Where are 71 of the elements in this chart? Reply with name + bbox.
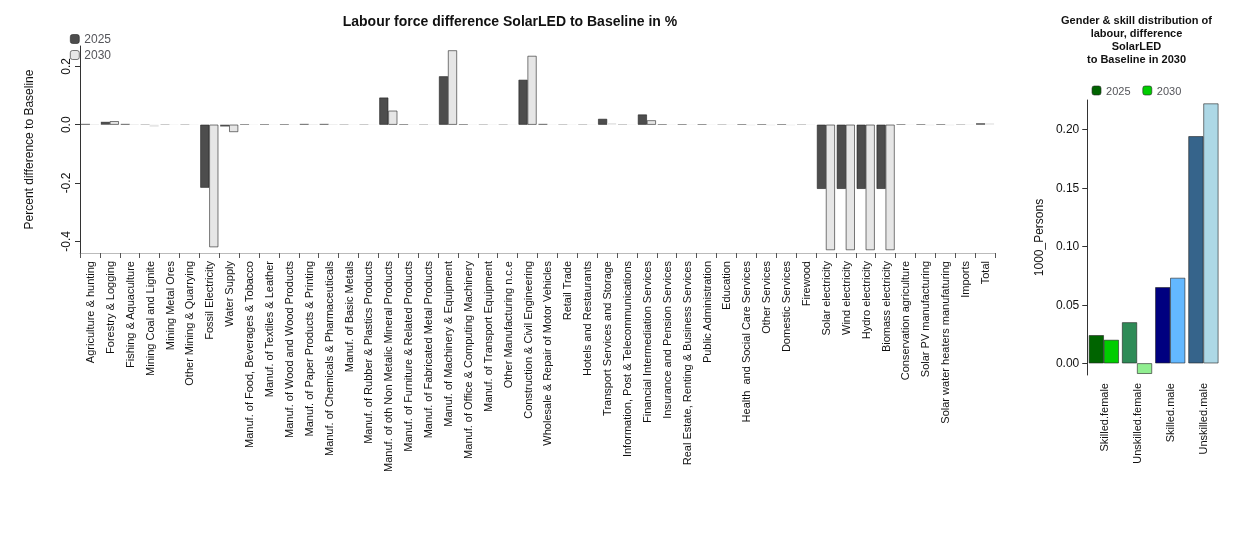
x-tick-label: Manuf. of Paper Products & Printing [302,261,315,437]
x-tick-label: Fossil Electricity [203,260,216,340]
x-tick-label: Manuf. of oth Non Metalic Mineral Products [382,260,395,472]
x-tick-label: Unskilled.male [1197,383,1210,455]
x-tick-label: Firewood [800,261,813,307]
x-tick-label: Insurance and Pension Services [660,260,673,419]
y-tick-label: 0.0 [59,116,73,134]
bar [109,121,119,125]
chart-title: Labour force difference SolarLED to Baseline in % [342,13,678,29]
x-tick-label: Manuf. of Rubber & Plastics Products [362,260,375,444]
x-tick-label: Manuf. of Chemicals & Pharmaceuticals [322,260,335,457]
x-tick-label: Solar electricity [819,260,832,336]
x-tick-label: Other Services [760,260,773,334]
x-tick-label: Public Administration [700,261,713,364]
x-tick-label: Unskilled.female [1131,383,1144,464]
y-tick-label: 0.20 [1055,122,1080,137]
legend-label: 2030 [84,48,112,62]
x-tick-label: Manuf. of Food, Beverages & Tobacco [243,261,256,448]
x-tick-label: Other Mining & Quarrying [183,261,196,386]
y-tick-label: 0.00 [1055,356,1080,371]
x-tick-label: Transport Services and Storage [601,261,614,416]
x-tick-label: Information, Post & Telecommunications [621,260,634,458]
bar [229,124,239,133]
x-tick-label: Wind electricity [839,260,852,335]
x-tick-label: Total [979,261,992,285]
y-tick-label: 0.05 [1055,297,1080,312]
x-tick-label: Water Supply [223,260,236,327]
x-tick-label: Manuf. of Wood and Wood Products [282,260,295,438]
x-tick-label: Conservation agriculture [899,261,912,381]
x-tick-label: Construction & Civil Engineering [521,261,534,419]
x-tick-label: Manuf. of Machinery & Equipment [441,261,454,427]
y-tick-label: 0.10 [1055,239,1080,254]
x-tick-label: Mining Metal Ores [163,260,176,351]
y-axis-title: 1000_Persons [1032,198,1046,277]
x-tick-label: Manuf. of Fabricated Metal Products [422,260,435,439]
bar [598,118,608,125]
x-tick-label: Manuf. of Textiles & Leather [262,260,275,398]
x-tick-label: Domestic Services [780,260,793,353]
x-tick-label: Education [720,261,733,310]
x-tick-label: Hydro electricity [859,260,872,340]
y-tick-label: -0.4 [59,230,73,252]
x-tick-label: Wholesale & Repair of Motor Vehicles [541,260,554,446]
legend-label: 2025 [84,32,112,46]
x-tick-label: Health and Social Care Services [740,260,753,423]
x-tick-label: Other Manufacturing n.c.e [501,261,514,389]
x-tick-label: Manuf. of Transport Equipment [481,261,494,413]
legend-label: 2025 [1106,84,1131,97]
x-tick-label: Manuf. of Furniture & Related Products [402,260,415,452]
x-tick-label: Mining Coal and Lignite [143,261,156,376]
chart-title: Gender & skill distribution of labour, difference SolarLED to Baseline in 2030 [1061,13,1213,65]
y-tick-label: 0.2 [59,57,73,75]
x-tick-label: Skilled.male [1164,383,1177,443]
x-tick-label: Fishing & Aquaculture [123,261,136,369]
x-tick-label: Hotels and Restaurants [581,260,594,376]
y-axis-title: Percent difference to Baseline [22,69,36,230]
x-tick-label: Manuf. of Office & Computing Machinery [461,260,474,459]
x-tick-label: Retail Trade [561,261,574,321]
x-tick-label: Solar PV manufacturing [919,261,932,378]
x-tick-label: Manuf. of Basic Metals [342,260,355,373]
bar [100,121,110,125]
y-tick-label: -0.2 [59,172,73,194]
x-tick-label: Forestry & Logging [103,261,116,354]
legend-label: 2030 [1156,84,1182,97]
x-tick-label: Financial Intermediation Services [640,260,653,424]
x-tick-label: Real Estate, Renting & Business Services [680,260,693,466]
y-tick-label: 0.15 [1055,180,1080,195]
x-tick-label: Agriculture & hunting [83,261,96,364]
x-tick-label: Imports [959,260,972,298]
x-tick-label: Biomass electricity [879,260,892,353]
x-tick-label: Solar water heaters manufaturing [939,261,952,424]
x-tick-label: Skilled.female [1097,383,1110,452]
